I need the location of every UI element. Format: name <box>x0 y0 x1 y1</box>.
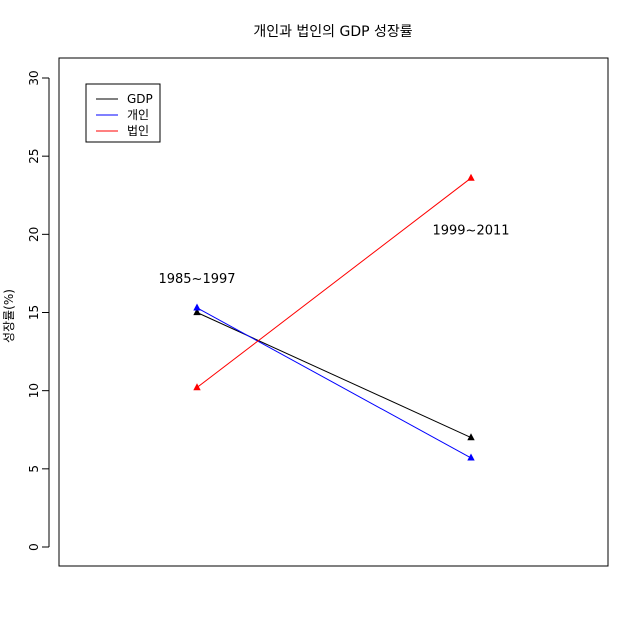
legend-label: 개인 <box>127 108 149 122</box>
y-axis-label: 성장률(%) <box>2 289 16 343</box>
data-point-marker <box>193 303 201 311</box>
y-tick-label: 15 <box>27 305 41 320</box>
data-point-marker <box>193 383 201 391</box>
plot-frame <box>58 57 609 567</box>
y-tick-label: 25 <box>27 149 41 164</box>
chart-title: 개인과 법인의 GDP 성장률 <box>253 24 412 40</box>
data-point-marker <box>467 453 475 461</box>
series-line <box>196 177 472 388</box>
series-line <box>196 312 472 439</box>
y-axis: 0 5 10 15 20 25 30 <box>27 70 50 551</box>
annotation-label: 1999~2011 <box>432 223 509 238</box>
y-tick-label: 20 <box>27 227 41 242</box>
annotation-layer: 1985~1997 1999~2011 <box>158 223 509 286</box>
data-point-marker <box>467 173 475 181</box>
y-tick-label: 30 <box>27 70 41 85</box>
series-line <box>196 307 472 459</box>
data-point-marker <box>193 308 201 316</box>
legend-label: GDP <box>127 92 153 106</box>
y-tick-label: 0 <box>27 543 41 551</box>
annotation-label: 1985~1997 <box>158 272 235 287</box>
series-layer <box>193 173 475 461</box>
legend-box <box>85 83 161 143</box>
data-point-marker <box>467 433 475 441</box>
y-tick-label: 10 <box>27 383 41 398</box>
legend-label: 법인 <box>127 124 149 138</box>
y-tick-label: 5 <box>27 465 41 473</box>
